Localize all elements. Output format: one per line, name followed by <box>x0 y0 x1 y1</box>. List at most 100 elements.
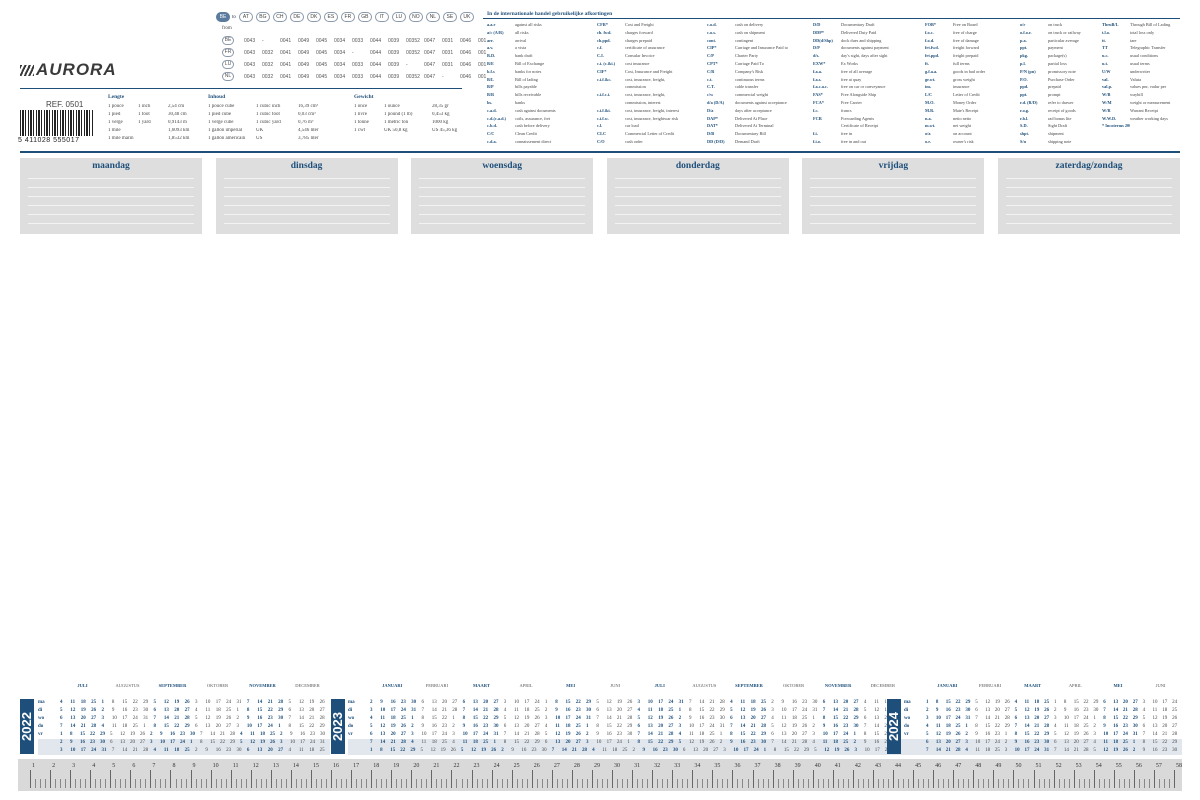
calendar-date: 11 <box>688 732 694 737</box>
calendar-date: 12 <box>874 708 880 713</box>
calendar-week-row: 4 11 18 25 1 8 15 22 29 5 12 19 26 3 10 17 24 31 7 14 21 28 5 1… <box>60 699 330 707</box>
calendar-date: 25 <box>91 700 97 705</box>
calendar-date: 14 <box>1063 748 1069 753</box>
ruler-subtick <box>983 779 985 788</box>
abbreviation-key: B/L <box>487 76 494 82</box>
month-label: DECEMBER <box>295 683 320 688</box>
ruler-number: 23 <box>473 763 480 769</box>
abbreviation-desc: days after acceptance <box>735 107 772 113</box>
calendar-date: 24 <box>226 700 232 705</box>
abbreviation-key: o.f.o.r. <box>1020 29 1032 35</box>
conversion-cell: 16,39 cm³ <box>298 104 319 109</box>
calendar-date: 9 <box>822 724 826 729</box>
calendar-date: 30 <box>1044 740 1050 745</box>
abbreviation-row: frt.ppd. freight prepaid <box>925 53 1019 61</box>
abbreviation-key: p.l. <box>1020 60 1026 66</box>
calendar-date: 3 <box>854 748 858 753</box>
calendar-date: 22 <box>1122 716 1128 721</box>
calendar-date: 28 <box>719 700 725 705</box>
calendar-date: 5 <box>420 748 423 753</box>
ruler-tick <box>1153 770 1155 788</box>
calendar-date: 7 <box>246 700 250 705</box>
writing-line <box>1006 196 1172 197</box>
calendar-date: 2 <box>812 724 815 729</box>
calendar-date: 28 <box>581 748 587 753</box>
calendar-date: 28 <box>627 716 633 721</box>
calendar-date: 6 <box>503 724 507 729</box>
calendar-date: 30 <box>965 708 971 713</box>
abbreviation-key: p.a. <box>1020 37 1027 43</box>
abbreviation-row: U/W underwriter <box>1102 69 1196 77</box>
calendar-date: 19 <box>616 700 622 705</box>
dialing-code: 0046 <box>460 49 472 56</box>
ruler-subtick <box>496 779 498 788</box>
abbreviation-row: D/B Documentary Bill <box>707 131 801 139</box>
abbreviation-desc: values pnr, vadur per <box>1130 84 1167 90</box>
abbreviation-desc: commercial weight <box>735 92 769 98</box>
reference-number: REF. 0501 <box>46 100 84 109</box>
calendar-date: 6 <box>246 748 250 753</box>
ruler-tick <box>1133 770 1135 788</box>
dialing-code: - <box>352 49 354 56</box>
calendar-date: 27 <box>91 716 97 721</box>
month-label: NOVEMBER <box>824 683 852 688</box>
dialing-code: 001 <box>478 73 487 80</box>
ruler-subtick <box>1078 779 1080 788</box>
calendar-date: 25 <box>1172 708 1178 713</box>
calendar-date: 20 <box>994 708 1000 713</box>
dialing-row: LU 0043 0032 0041 0049 0045 0034 0033 0044 0039-0… <box>222 60 492 69</box>
abbreviation-key: CLC <box>597 131 607 137</box>
day-label: vrijdag <box>878 161 909 171</box>
dialing-code: 0031 <box>442 61 454 68</box>
flag-es-icon: ES <box>323 12 338 22</box>
calendar-date: 15 <box>647 740 653 745</box>
abbreviation-key: pkg. <box>1020 53 1029 59</box>
calendar-date: 20 <box>215 724 221 729</box>
writing-line <box>223 214 390 215</box>
calendar-date: 11 <box>935 724 941 729</box>
ruler-subtick <box>265 779 267 788</box>
calendar-date: 6 <box>1054 740 1057 745</box>
calendar-date: 13 <box>298 708 304 713</box>
writing-line <box>810 214 977 215</box>
ruler-number: 34 <box>694 763 701 769</box>
calendar-date: 10 <box>111 716 117 721</box>
conversion-cell: 1,8532 km <box>168 136 190 141</box>
ruler-number: 5 <box>112 763 116 769</box>
calendar-date: 12 <box>205 716 211 721</box>
abbreviation-desc: banks for notes <box>515 68 542 74</box>
abbreviation-desc: cash against documents <box>515 107 556 113</box>
abbreviation-row: r.d. (R/D) refer to drawer <box>1020 100 1114 108</box>
calendar-date: 25 <box>1083 724 1089 729</box>
calendar-date: 16 <box>606 732 612 737</box>
calendar-date: 26 <box>226 716 232 721</box>
calendar-date: 26 <box>627 700 633 705</box>
calendar-date: 10 <box>864 748 870 753</box>
calendar-date: 20 <box>945 740 951 745</box>
day-abbrev: di <box>348 708 353 713</box>
flag-ch-icon: CH <box>272 12 287 22</box>
calendar-date: 29 <box>493 716 499 721</box>
abbreviation-desc: cost insurance <box>625 60 650 66</box>
calendar-date: 23 <box>750 740 756 745</box>
writing-line <box>614 196 781 197</box>
ruler-subtick <box>988 779 990 788</box>
flag-nl-icon: NL <box>222 72 234 81</box>
calendar-date: 8 <box>863 732 867 737</box>
abbreviation-key: FCR <box>813 115 822 121</box>
ruler-subtick <box>822 779 824 788</box>
calendar-date: 7 <box>596 716 599 721</box>
abbreviation-key: W/R <box>1102 107 1111 113</box>
calendar-date: 9 <box>70 740 73 745</box>
writing-line <box>28 223 194 224</box>
abbreviation-row: a/c (A/R) all risks <box>487 30 581 38</box>
abbreviation-desc: Telegraphic Transfer <box>1130 45 1166 51</box>
month-label: AUGUSTUS <box>115 683 140 688</box>
calendar-date: 6 <box>771 732 774 737</box>
calendar-date: 6 <box>1014 716 1018 721</box>
calendar-date: 12 <box>298 700 304 705</box>
calendar-date: 3 <box>1054 716 1057 721</box>
calendar-date: 17 <box>170 740 175 745</box>
calendar-date: 28 <box>760 724 766 729</box>
calendar-date: 10 <box>1152 700 1158 705</box>
